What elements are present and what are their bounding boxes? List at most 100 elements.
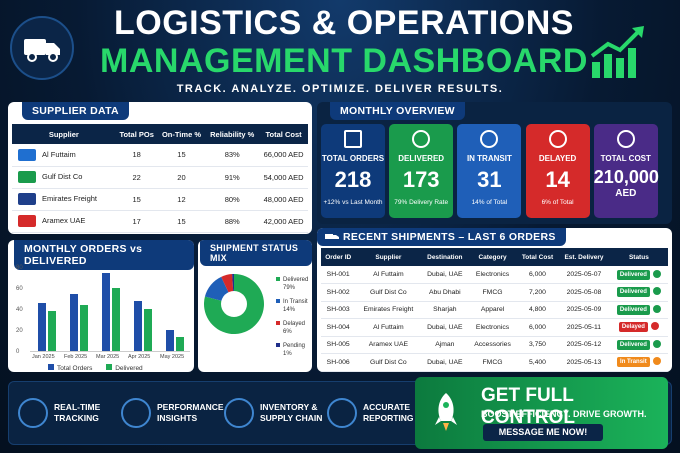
y-tick-label: 40 — [16, 307, 23, 313]
truck-logo-icon — [10, 16, 74, 80]
truck-icon — [480, 130, 499, 148]
table-cell: 42,000 AED — [259, 210, 308, 233]
shipment-column-header: Supplier — [355, 248, 422, 266]
legend-percent: 79% — [283, 285, 296, 291]
table-cell: SH-002 — [321, 283, 356, 302]
feature-line: SUPPLY CHAIN — [260, 413, 323, 423]
table-cell: 2025-05-08 — [558, 283, 610, 302]
feature-line: REPORTING — [363, 413, 414, 423]
card-subtext: +12% vs Last Month — [323, 199, 383, 206]
bar-total-orders — [166, 330, 174, 351]
feature-line: REAL-TIME — [54, 402, 101, 412]
donut-hole — [221, 291, 247, 317]
legend-label: Delayed — [283, 321, 306, 327]
table-row[interactable]: SH-005 Aramex UAE Ajman Accessories 3,750 202… — [321, 336, 668, 354]
page-title-line1: LOGISTICS & OPERATIONS — [114, 4, 574, 42]
table-row[interactable]: SH-002 Gulf Dist Co Abu Dhabi FMCG 7,200 2025… — [321, 283, 668, 302]
message-me-button[interactable]: MESSAGE ME NOW! — [483, 424, 603, 441]
legend-swatch — [276, 299, 280, 303]
table-row[interactable]: Al Futtaim 18 15 83% 66,000 AED — [12, 144, 308, 167]
pie-legend-item: In Transit 14% — [276, 298, 310, 314]
bar-delivered — [144, 309, 152, 351]
table-cell: Sharjah — [421, 301, 469, 319]
cta-subtitle: BOOST EFFICIENCY. DRIVE GROWTH. — [481, 409, 647, 419]
dollar-icon — [616, 130, 635, 148]
feature-item: ACCURATE REPORTING — [327, 391, 414, 435]
supplier-name-cell: Gulf Dist Co — [12, 166, 116, 189]
monthly-chart-panel: MONTHLY ORDERS vs DELIVERED 80 60 40 20 … — [8, 240, 194, 372]
shipments-table: Order ID Supplier Destination Category Total… — [321, 248, 668, 372]
table-cell: Electronics — [468, 318, 517, 337]
check-circle-icon — [412, 130, 431, 148]
growth-chart-icon — [590, 26, 644, 78]
y-tick-label: 60 — [16, 286, 23, 292]
table-cell: SH-001 — [321, 266, 356, 284]
legend-label: Delivered — [283, 277, 309, 283]
bar-total-orders — [102, 273, 110, 351]
table-cell: 88% — [205, 210, 260, 233]
table-cell: 54,000 AED — [259, 166, 308, 189]
feature-text: PERFORMANCE INSIGHTS — [157, 402, 224, 424]
table-cell: FMCG — [468, 353, 517, 372]
status-badge: In Transit — [617, 357, 650, 368]
supplier-logo-icon — [18, 148, 36, 161]
shipment-column-header: Destination — [421, 248, 469, 266]
overview-title: MONTHLY OVERVIEW — [330, 102, 465, 120]
table-cell: 80% — [205, 188, 260, 211]
feature-line: TRACKING — [54, 413, 99, 423]
overview-card-delivered: DELIVERED 173 79% Delivery Rate — [389, 124, 454, 218]
status-cell: Delivered — [609, 283, 668, 302]
supplier-panel-title: SUPPLIER DATA — [22, 102, 129, 120]
table-row[interactable]: SH-003 Emirates Freight Sharjah Apparel 4,80… — [321, 301, 668, 319]
bar-plot-area — [30, 268, 190, 352]
table-row[interactable]: SH-004 Al Futtaim Dubai, UAE Electronics 6,0… — [321, 318, 668, 337]
table-row[interactable]: Emirates Freight 15 12 80% 48,000 AED — [12, 188, 308, 211]
table-cell: 22 — [115, 166, 158, 189]
legend-label: In Transit — [283, 299, 308, 305]
table-cell: Dubai, UAE — [421, 266, 469, 284]
warning-icon — [650, 322, 659, 331]
card-subtext: 6% of Total — [541, 199, 574, 206]
legend-swatch — [276, 321, 280, 325]
table-cell: SH-005 — [321, 336, 356, 354]
legend-swatch — [276, 277, 280, 281]
x-tick-label: Apr 2025 — [128, 354, 151, 360]
monthly-chart-title: MONTHLY ORDERS vs DELIVERED — [14, 240, 194, 270]
table-cell: FMCG — [468, 283, 517, 302]
table-cell: SH-004 — [321, 318, 356, 337]
feature-item: PERFORMANCE INSIGHTS — [121, 391, 224, 435]
table-cell: Electronics — [468, 266, 517, 284]
table-cell: Aramex UAE — [355, 336, 422, 354]
supplier-column-header: Reliability % — [205, 124, 260, 144]
overview-card-delayed: DELAYED 14 6% of Total — [525, 124, 590, 218]
supplier-name-cell: Aramex UAE — [12, 210, 116, 233]
legend-swatch — [276, 343, 280, 347]
status-badge: Delivered — [616, 339, 650, 350]
status-cell: Delayed — [609, 318, 668, 337]
status-badge: Delivered — [616, 287, 650, 298]
table-cell: Emirates Freight — [355, 301, 422, 319]
box-icon — [224, 398, 254, 428]
table-cell: Gulf Dist Co — [355, 353, 422, 372]
supplier-table: Supplier Total POs On-Time % Reliability % T… — [12, 124, 308, 233]
status-mix-title: SHIPMENT STATUS MIX — [200, 240, 312, 266]
status-mix-panel: SHIPMENT STATUS MIX Delivered 79% In Trans… — [198, 240, 312, 372]
table-row[interactable]: SH-006 Gulf Dist Co Dubai, UAE FMCG 5,400 202… — [321, 353, 668, 372]
table-row[interactable]: SH-001 Al Futtaim Dubai, UAE Electronics 6,0… — [321, 266, 668, 284]
card-value: 173 — [402, 167, 440, 192]
table-row[interactable]: Gulf Dist Co 22 20 91% 54,000 AED — [12, 166, 308, 189]
table-cell: 5,400 — [516, 353, 559, 372]
shield-check-icon — [327, 398, 357, 428]
table-cell: 83% — [205, 144, 260, 167]
table-cell: 48,000 AED — [259, 188, 308, 211]
table-cell: 4,800 — [516, 301, 559, 319]
legend-percent: 14% — [283, 307, 296, 313]
status-cell: Delivered — [609, 266, 668, 284]
feature-line: INSIGHTS — [157, 413, 198, 423]
table-cell: 17 — [115, 210, 158, 233]
x-tick-label: Mar 2025 — [96, 354, 120, 360]
table-row[interactable]: Aramex UAE 17 15 88% 42,000 AED — [12, 210, 308, 233]
check-circle-icon — [652, 287, 661, 296]
y-axis: 80 60 40 20 0 — [16, 265, 26, 355]
card-label: DELAYED — [538, 154, 577, 163]
